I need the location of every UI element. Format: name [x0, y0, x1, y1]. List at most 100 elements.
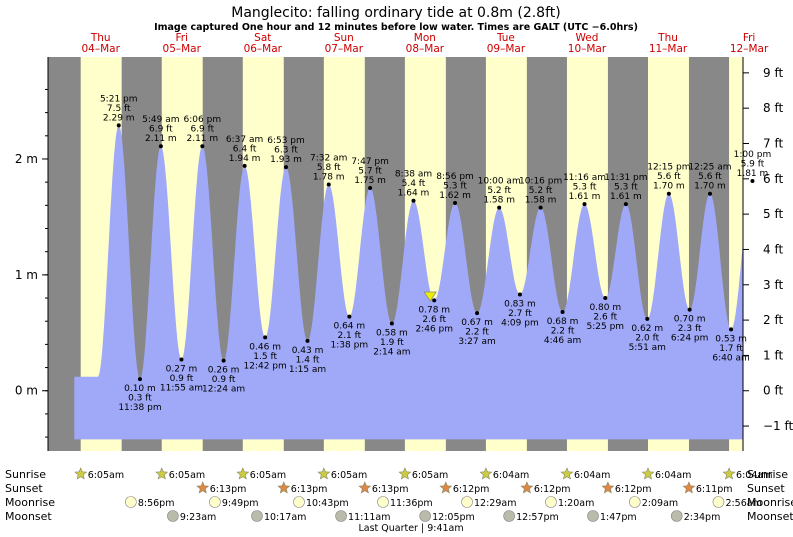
low-tide-label: 0.27 m [166, 364, 198, 374]
sunrise-label-right: Sunrise [747, 468, 788, 481]
sunset-time: 6:11pm [696, 484, 733, 495]
sunset-label-left: Sunset [5, 482, 43, 495]
moonrise-time: 11:36pm [390, 498, 433, 509]
low-tide-label: 0.80 m [589, 303, 621, 313]
high-tide-label: 1.62 m [439, 191, 471, 201]
low-tide-label: 0.26 m [208, 366, 240, 376]
sunset-time: 6:12pm [453, 484, 490, 495]
day-labels: Thu04–MarFri05–MarSat06–MarSun07–MarMon0… [81, 32, 769, 55]
day-date: 10–Mar [568, 43, 607, 55]
low-tide-label: 11:38 pm [118, 403, 161, 413]
low-tide-point [603, 296, 608, 301]
high-tide-label: 5:21 pm [100, 94, 138, 104]
right-tick-label: 0 ft [763, 384, 783, 398]
low-tide-label: 0.78 m [418, 305, 450, 315]
high-tide-label: 5:49 am [142, 115, 179, 125]
high-tide-label: 11:31 pm [604, 173, 647, 183]
moonset-time: 11:11am [348, 512, 390, 523]
high-tide-label: 5.3 ft [614, 183, 638, 193]
sunrise-icon [479, 467, 493, 480]
high-tide-label: 10:00 am [478, 177, 521, 187]
day-name: Fri [743, 32, 756, 44]
low-tide-point [389, 321, 394, 326]
day-date: 12–Mar [730, 43, 769, 55]
day-name: Fri [175, 32, 188, 44]
high-tide-label: 1.58 m [483, 196, 515, 206]
high-tide-label: 6.3 ft [274, 146, 298, 156]
low-tide-point [263, 335, 268, 340]
high-tide-label: 5.6 ft [698, 172, 722, 182]
right-axis: −1 ft 0 ft 1 ft 2 ft 3 ft 4 ft 5 ft 6 ft 7 ft 8 f… [742, 57, 793, 451]
moonrise-time: 8:56pm [138, 498, 175, 509]
moonset-label-right: Moonset [747, 510, 793, 523]
day-name: Mon [414, 32, 436, 44]
low-tide-label: 5:51 am [629, 343, 666, 353]
right-tick-label: 3 ft [763, 278, 783, 292]
low-tide-label: 0.64 m [333, 322, 365, 332]
right-tick-label: 8 ft [763, 101, 783, 115]
high-tide-label: 1.81 m [737, 169, 769, 179]
moonrise-time: 9:49pm [222, 498, 259, 509]
high-tide-label: 5.6 ft [657, 172, 681, 182]
moon-phase-label: Last Quarter | 9:41am [358, 523, 463, 534]
high-tide-point [116, 123, 121, 128]
low-tide-label: 1.4 ft [296, 355, 320, 365]
moonrise-icon [377, 496, 389, 508]
moonset-time: 9:23am [180, 512, 216, 523]
high-tide-point [623, 202, 628, 207]
high-tide-label: 6:37 am [226, 135, 263, 145]
moonset-time: 12:57pm [516, 512, 559, 523]
moonset-icon [587, 510, 599, 522]
moonset-icon [670, 510, 683, 522]
left-tick-label: 2 m [15, 152, 38, 166]
high-tide-label: 10:16 pm [519, 177, 562, 187]
high-tide-point [453, 201, 458, 206]
low-tide-label: 2:14 am [373, 348, 410, 358]
high-tide-point [666, 191, 671, 196]
day-date: 09–Mar [487, 43, 526, 55]
sunrise-time: 6:05am [331, 470, 367, 481]
day-date: 08–Mar [406, 43, 445, 55]
high-tide-point [538, 205, 543, 210]
right-tick-label: 5 ft [763, 207, 783, 221]
sunset-icon [601, 481, 615, 494]
low-tide-label: 0.43 m [292, 346, 324, 356]
low-tide-point [475, 311, 480, 316]
high-tide-point [158, 144, 163, 149]
low-tide-label: 0.83 m [504, 300, 536, 310]
low-tide-label: 1.5 ft [253, 352, 277, 362]
low-tide-point [347, 314, 352, 319]
low-tide-point [137, 377, 142, 382]
moonrise-icon [125, 496, 137, 508]
low-tide-label: 2.2 ft [465, 328, 489, 338]
high-tide-label: 2.29 m [103, 113, 135, 123]
sunrise-time: 6:04am [493, 470, 529, 481]
high-tide-label: 5.4 ft [402, 179, 426, 189]
high-tide-label: 1.64 m [398, 189, 430, 199]
right-tick-label: 1 ft [763, 348, 783, 362]
sunrise-time: 6:04am [655, 470, 691, 481]
low-tide-label: 2.0 ft [635, 333, 659, 343]
day-date: 06–Mar [244, 43, 283, 55]
moonset-label-left: Moonset [5, 510, 52, 523]
high-tide-label: 1.61 m [569, 192, 601, 202]
high-tide-point [242, 163, 247, 168]
moonrise-time: 12:29am [474, 498, 516, 509]
low-tide-label: 3:27 am [458, 337, 495, 347]
sunrise-label-left: Sunrise [5, 468, 46, 481]
high-tide-label: 1.94 m [229, 154, 261, 164]
low-tide-point [432, 298, 437, 303]
sunrise-time: 6:05am [88, 470, 124, 481]
moonset-time: 10:17am [264, 512, 306, 523]
high-tide-label: 1.75 m [354, 176, 386, 186]
right-tick-label: 6 ft [763, 172, 783, 186]
day-date: 07–Mar [325, 43, 364, 55]
high-tide-label: 2.11 m [145, 134, 177, 144]
day-name: Tue [496, 32, 515, 44]
high-tide-point [707, 191, 712, 196]
moonrise-time: 1:20am [558, 498, 594, 509]
high-tide-label: 1.70 m [694, 182, 726, 192]
sunset-time: 6:12pm [534, 484, 571, 495]
high-tide-label: 7:32 am [310, 153, 347, 163]
low-tide-label: 0.10 m [124, 384, 156, 394]
